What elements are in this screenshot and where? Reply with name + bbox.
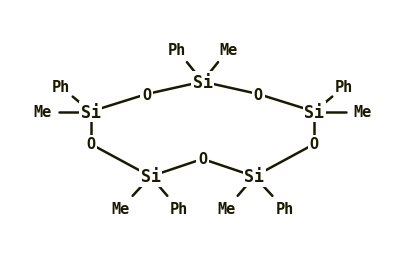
Text: O: O	[86, 137, 95, 152]
Text: Ph: Ph	[167, 42, 185, 57]
Text: O: O	[310, 137, 319, 152]
Text: Si: Si	[245, 168, 264, 186]
Text: Si: Si	[304, 103, 324, 121]
Text: Me: Me	[220, 42, 238, 57]
Text: Si: Si	[192, 73, 213, 91]
Text: Ph: Ph	[335, 80, 354, 95]
Text: O: O	[198, 152, 207, 167]
Text: Ph: Ph	[169, 201, 188, 216]
Text: Me: Me	[111, 201, 130, 216]
Text: O: O	[254, 87, 263, 102]
Text: Si: Si	[141, 168, 160, 186]
Text: Si: Si	[81, 103, 101, 121]
Text: Ph: Ph	[51, 80, 70, 95]
Text: Me: Me	[34, 105, 52, 120]
Text: Me: Me	[353, 105, 371, 120]
Text: Ph: Ph	[275, 201, 294, 216]
Text: O: O	[142, 87, 151, 102]
Text: Me: Me	[217, 201, 236, 216]
